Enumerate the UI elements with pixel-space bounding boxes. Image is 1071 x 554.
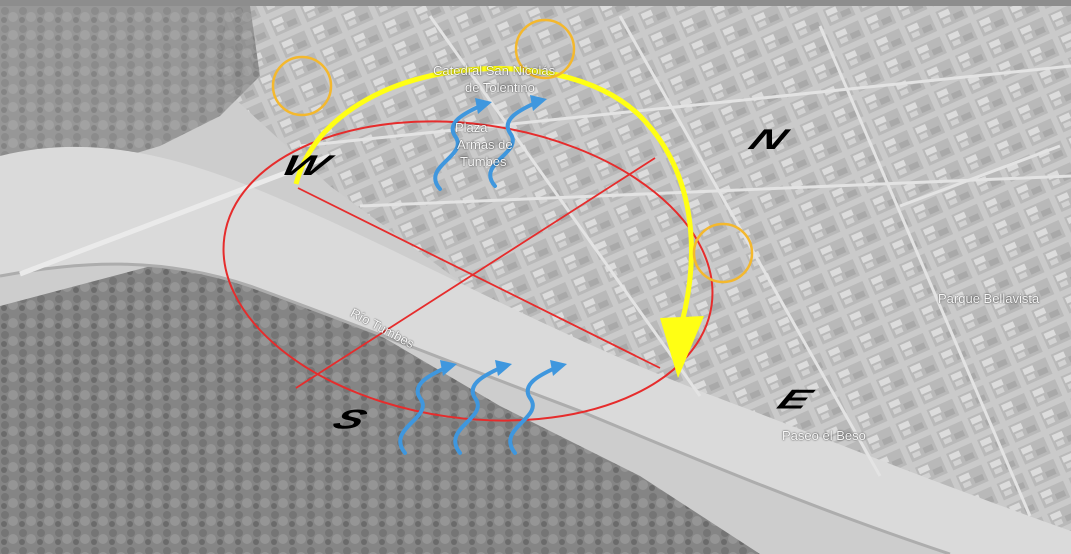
cathedral-label-line1: Catedral San Nicolás (433, 63, 556, 78)
site-orientation-diagram (222, 120, 714, 422)
park-label: Parque Bellavista (938, 291, 1040, 306)
aerial-map (0, 6, 1071, 554)
sun-marker-west (271, 55, 333, 117)
wind-arrowheads-north (475, 95, 547, 114)
river-bank (0, 262, 951, 554)
top-border (0, 0, 1071, 6)
promenade-label: Paseo el Beso (782, 428, 866, 443)
bridge (19, 153, 331, 277)
city-blocks-area (210, 6, 1071, 554)
site-ellipse (222, 120, 714, 422)
west-east-axis (297, 187, 661, 369)
plaza-label-line2: Armas de (457, 137, 513, 152)
north-south-axis (295, 157, 656, 389)
wind-arrows-north (433, 101, 537, 191)
wind-arrowheads-south (440, 360, 567, 376)
map-wash (0, 6, 1071, 554)
plaza-label-line3: Tumbes (460, 154, 507, 169)
vegetation-area (0, 261, 760, 554)
sun-marker-east (692, 222, 754, 284)
vegetation-upper-left (0, 6, 260, 181)
wind-arrows-south (398, 366, 557, 455)
sun-path-arrow (293, 66, 694, 337)
sun-marker-noon (514, 18, 576, 80)
sun-path-arrowhead (660, 316, 704, 378)
plaza-label-line1: Plaza (455, 120, 488, 135)
cathedral-label-line2: de Tolentino (465, 80, 535, 95)
river (0, 146, 1071, 554)
